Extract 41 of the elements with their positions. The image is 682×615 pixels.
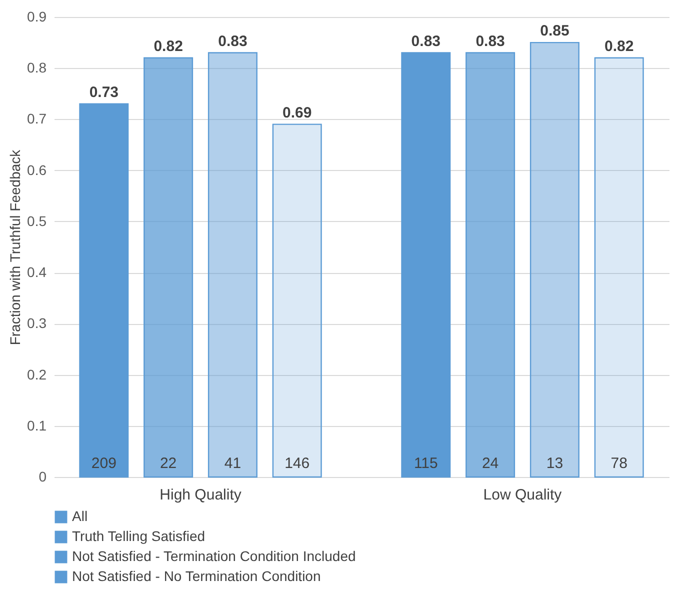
data-label: 0.85 — [540, 22, 570, 40]
y-tick-label: 0.2 — [27, 366, 47, 382]
annotation: 115 — [414, 455, 438, 472]
y-axis-title: Fraction with Truthful Feedback — [7, 148, 24, 346]
annotation: 209 — [91, 455, 116, 472]
legend-label: Truth Telling Satisfied — [72, 528, 206, 544]
y-tick-label: 0.3 — [27, 315, 47, 332]
legend-label: All — [72, 508, 88, 524]
y-tick-label: 0 — [38, 468, 47, 484]
annotation: 41 — [224, 455, 242, 472]
bar — [79, 103, 129, 478]
x-tick-label: High Quality — [160, 486, 242, 504]
y-tick-label: 0.7 — [27, 110, 47, 127]
data-label: 0.82 — [154, 38, 183, 55]
bar — [208, 52, 258, 478]
y-tick-label: 0.9 — [27, 8, 47, 24]
data-label: 0.83 — [218, 32, 248, 50]
annotation: 22 — [160, 455, 177, 472]
annotation: 146 — [284, 455, 310, 472]
annotation: 78 — [610, 455, 628, 472]
annotation: 24 — [482, 455, 499, 472]
annotation: 13 — [546, 455, 564, 472]
y-tick-label: 0.4 — [27, 264, 47, 280]
data-label: 0.69 — [282, 104, 312, 122]
y-tick-label: 0.5 — [27, 212, 47, 229]
bar — [530, 42, 580, 478]
y-tick-label: 0.1 — [27, 417, 47, 434]
bar — [144, 57, 194, 478]
bar — [594, 57, 644, 478]
x-tick-label: Low Quality — [483, 486, 562, 504]
data-label: 0.83 — [476, 32, 505, 50]
data-label: 0.73 — [89, 84, 119, 101]
y-tick-label: 0.8 — [27, 60, 47, 76]
bar — [401, 52, 451, 478]
legend-label: Not Satisfied - Termination Condition Included — [72, 548, 356, 564]
y-tick-label: 0.6 — [27, 162, 47, 178]
legend-label: Not Satisfied - No Termination Condition — [72, 568, 321, 584]
data-label: 0.82 — [604, 38, 634, 55]
bar — [272, 124, 322, 478]
data-label: 0.83 — [411, 32, 440, 50]
bar — [466, 52, 516, 478]
